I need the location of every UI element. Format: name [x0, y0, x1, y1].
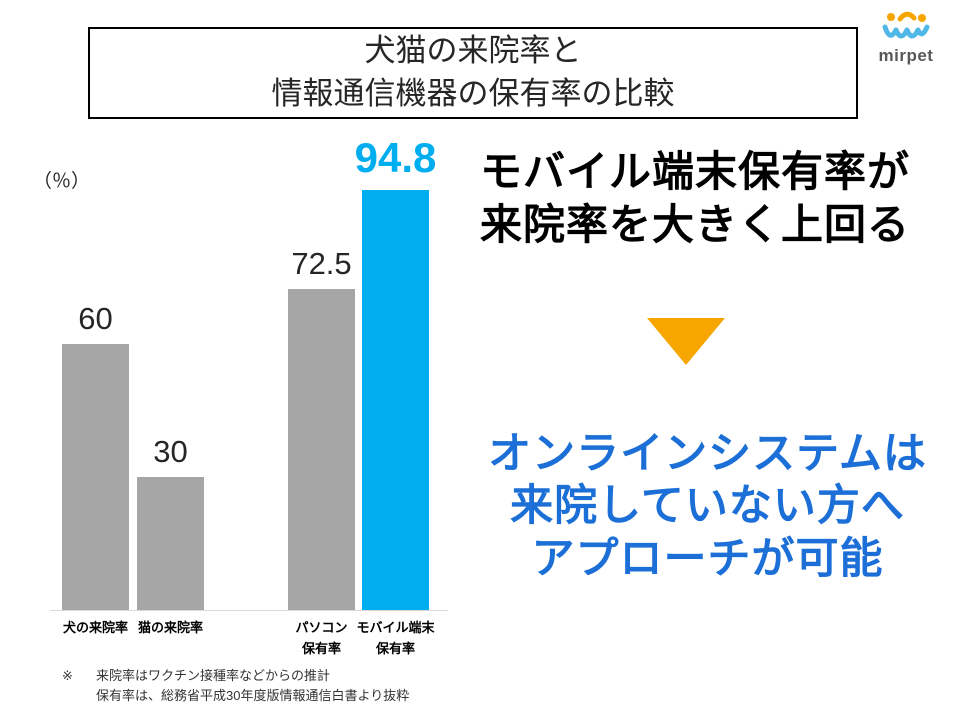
bar-value-0: 60 [78, 301, 113, 336]
bar-value-2: 72.5 [291, 246, 352, 281]
bar-value-3: 94.8 [354, 134, 437, 181]
bar-category-label-0: 犬の来院率 [62, 620, 128, 635]
footnote-marker: ※ [62, 668, 73, 683]
bar-1 [137, 477, 204, 610]
bar-category-label-1: 猫の来院率 [137, 620, 203, 635]
bar-2 [288, 289, 355, 610]
paw-smile-icon [882, 11, 930, 39]
bar-3 [362, 190, 429, 610]
bar-category-label-3: モバイル端末 保有率 [356, 620, 435, 657]
x-axis-line [50, 610, 448, 611]
headline-line-1: モバイル端末保有率が [480, 148, 911, 195]
bar-0 [62, 344, 129, 610]
logo-text: mirpet [878, 46, 934, 65]
callout-line-1: オンラインシステムは [488, 430, 927, 478]
footnote-line-2: 保有率は、総務省平成30年度版情報通信白書より抜粋 [96, 687, 410, 703]
y-axis-unit-label: （％） [33, 171, 91, 192]
slide-title-box: 犬猫の来院率と 情報通信機器の保有率の比較 [88, 27, 858, 119]
bar-chart: 60 犬の来院率 30 猫の来院率 72.5 パソコン 保有率 94.8 モバイル端末 保有率 [0, 0, 470, 720]
title-line-1: 犬猫の来院率と [364, 33, 582, 69]
mirpet-logo: mirpet [864, 8, 948, 66]
callout-line-2: 来院していない方へ [510, 482, 905, 531]
headline-line-2: 来院率を大きく上回る [480, 200, 911, 248]
footnote-line-1: 来院率はワクチン接種率などからの推計 [96, 668, 331, 683]
bar-value-1: 30 [153, 434, 188, 469]
callout-line-3: アプローチが可能 [531, 534, 884, 583]
down-triangle-icon [647, 318, 725, 365]
headline-text: モバイル端末保有率が 来院率を大きく上回る [480, 146, 910, 251]
footnote: ※ 来院率はワクチン接種率などからの推計 保有率は、総務省平成30年度版情報通信… [62, 666, 409, 705]
title-line-2: 情報通信機器の保有率の比較 [271, 76, 675, 111]
bar-category-label-2: パソコン 保有率 [295, 620, 348, 657]
footnote-lines: 来院率はワクチン接種率などからの推計 保有率は、総務省平成30年度版情報通信白書… [96, 666, 409, 705]
callout-text: オンラインシステムは 来院していない方へ アプローチが可能 [455, 428, 960, 585]
